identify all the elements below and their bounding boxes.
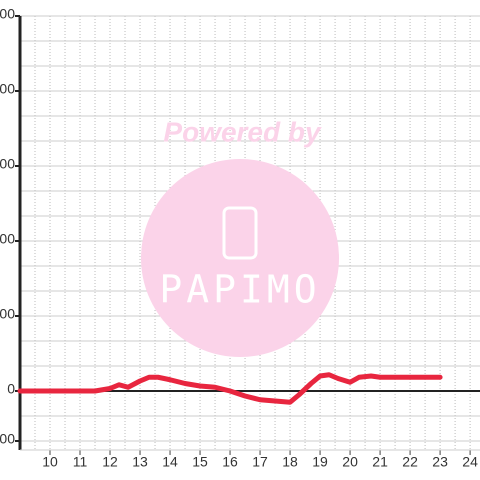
y-tick-label: -20,000 — [0, 431, 15, 447]
x-tick-label: 11 — [73, 454, 88, 470]
x-tick-label: 17 — [252, 454, 268, 470]
y-tick-label: 150,000 — [0, 6, 15, 22]
line-series — [17, 372, 443, 405]
watermark-text: Powered by — [163, 116, 322, 147]
x-tick-label: 22 — [402, 454, 418, 470]
watermark-text: PAPIMO — [159, 268, 320, 312]
x-tick-label: 16 — [222, 454, 238, 470]
x-tick-label: 15 — [192, 454, 208, 470]
y-tick-label: 60,000 — [0, 231, 15, 247]
x-tick-label: 21 — [372, 454, 388, 470]
y-tick-label: 30,000 — [0, 306, 15, 322]
y-tick-label: 0 — [7, 381, 15, 397]
x-tick-label: 18 — [282, 454, 298, 470]
y-tick-label: 120,000 — [0, 81, 15, 97]
x-tick-label: 24 — [462, 454, 478, 470]
x-tick-label: 12 — [102, 454, 118, 470]
watermark: Powered by PAPIMO — [141, 116, 339, 357]
x-tick-label: 13 — [132, 454, 148, 470]
x-tick-label: 23 — [432, 454, 448, 470]
y-tick-label: 90,000 — [0, 156, 15, 172]
x-tick-label: 20 — [342, 454, 358, 470]
watermark-icon — [222, 206, 258, 260]
x-tick-label: 14 — [162, 454, 178, 470]
x-tick-label: 19 — [312, 454, 328, 470]
x-tick-label: 10 — [42, 454, 58, 470]
